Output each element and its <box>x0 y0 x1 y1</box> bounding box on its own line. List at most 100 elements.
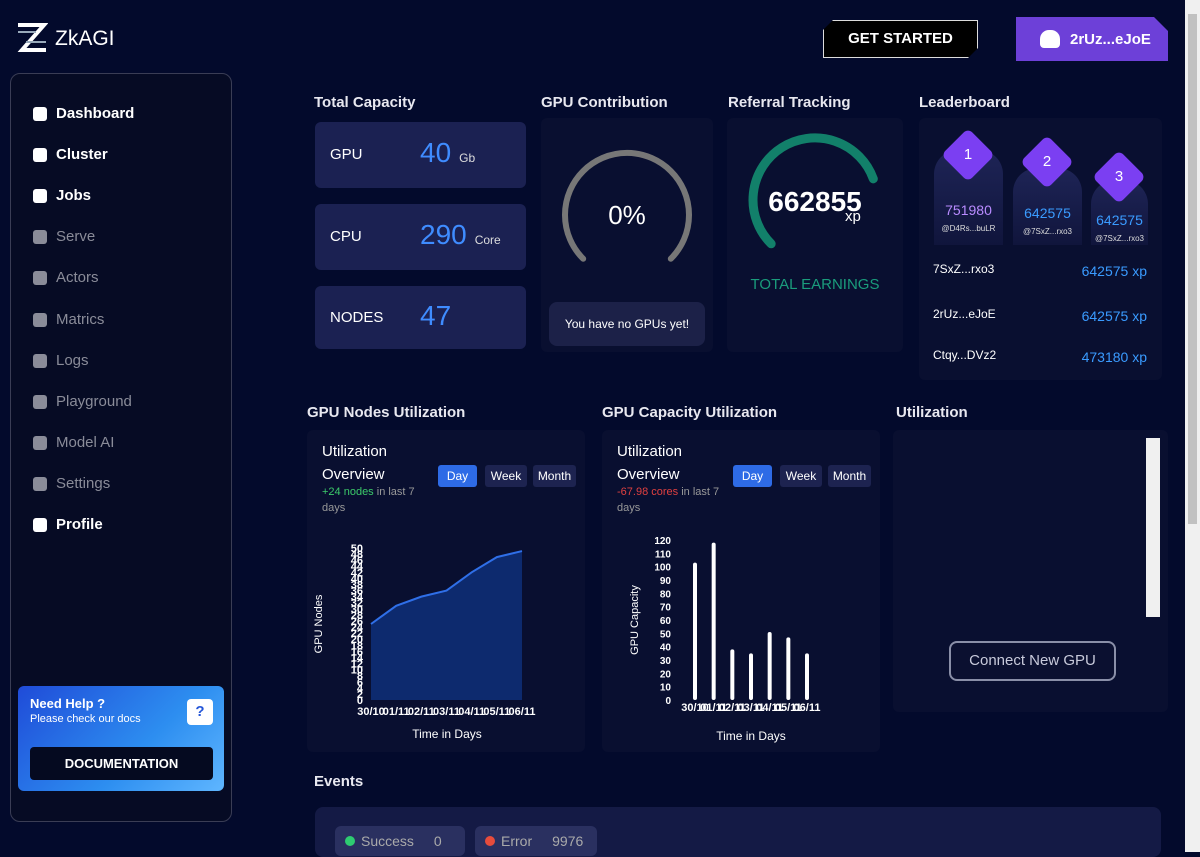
y-tick-label: 80 <box>660 589 672 600</box>
bar <box>693 562 697 700</box>
y-tick-label: 50 <box>660 629 672 640</box>
chip-count: 9976 <box>552 833 584 849</box>
rank-number: 3 <box>1114 168 1124 185</box>
x-axis-label: Time in Days <box>716 729 786 743</box>
y-tick-label: 10 <box>351 665 363 677</box>
y-axis-label: GPU Nodes <box>313 594 325 653</box>
help-icon[interactable]: ? <box>187 699 213 725</box>
event-chip[interactable]: Success 0 <box>335 826 465 856</box>
wallet-icon <box>1040 30 1060 48</box>
help-text: Please check our docs <box>30 713 141 725</box>
status-dot <box>345 836 355 846</box>
y-tick-label: 38 <box>351 579 363 591</box>
get-started-button[interactable]: GET STARTED <box>823 20 978 58</box>
documentation-button[interactable]: DOCUMENTATION <box>30 747 213 780</box>
nav-item[interactable]: Model AI <box>33 434 114 451</box>
x-tick-label: 30/10 <box>357 706 385 718</box>
nav-item[interactable]: Serve <box>33 228 95 245</box>
podium-user: @7SxZ...rxo3 <box>1094 234 1145 243</box>
y-tick-label: 46 <box>351 555 363 567</box>
scrollbar[interactable] <box>1146 438 1160 617</box>
wallet-address: 2rUz...eJoE <box>1070 30 1151 48</box>
page-scrollbar[interactable] <box>1185 0 1200 852</box>
x-tick-label: 30/10 <box>681 702 709 714</box>
line <box>370 550 523 625</box>
change-value: -67.98 cores <box>617 486 679 498</box>
nav-item[interactable]: Profile <box>33 516 103 533</box>
y-tick-label: 32 <box>351 598 363 610</box>
leader-name: 7SxZ...rxo3 <box>933 262 995 276</box>
y-tick-label: 44 <box>351 561 364 573</box>
leader-score: 642575 xp <box>1081 308 1147 324</box>
referral-gauge <box>748 133 878 249</box>
y-tick-label: 22 <box>351 628 363 640</box>
capacity-label: NODES <box>330 308 384 326</box>
panel-heading: Utilization Overview <box>617 443 683 483</box>
leader-score: 642575 xp <box>1081 263 1147 279</box>
scroll-thumb[interactable] <box>1188 14 1197 524</box>
tab[interactable]: Month <box>828 465 871 487</box>
nav-item[interactable]: Logs <box>33 352 89 369</box>
tab[interactable]: Week <box>485 465 527 487</box>
y-tick-label: 6 <box>357 677 363 689</box>
y-tick-label: 42 <box>351 567 363 579</box>
y-tick-label: 48 <box>351 549 363 561</box>
nav-item[interactable]: Matrics <box>33 311 104 328</box>
y-tick-label: 60 <box>660 616 672 627</box>
capacity-number: 40 <box>420 137 452 168</box>
bar <box>730 649 735 700</box>
y-tick-label: 34 <box>351 592 364 604</box>
nav-item[interactable]: Cluster <box>33 146 108 163</box>
tab[interactable]: Day <box>438 465 477 487</box>
capacity-box: GPU 40 Gb <box>315 122 526 188</box>
capacity-label: GPU <box>330 146 363 163</box>
chip-count: 0 <box>433 833 442 849</box>
nav-item[interactable]: Dashboard <box>33 105 134 122</box>
nav-label: Settings <box>56 475 111 492</box>
nav-item[interactable]: Playground <box>33 393 132 410</box>
tab[interactable]: Week <box>780 465 822 487</box>
referral-caption: TOTAL EARNINGS <box>750 276 880 293</box>
gpu-percent: 0% <box>608 200 646 230</box>
y-tick-label: 30 <box>660 656 672 667</box>
y-tick-label: 90 <box>660 576 672 587</box>
podium-score: 751980 <box>945 202 992 218</box>
x-tick-label: 02/11 <box>719 702 746 714</box>
bar <box>749 653 753 700</box>
rank-number: 2 <box>1042 153 1052 170</box>
nav-label: Jobs <box>56 187 92 204</box>
leader-name: 2rUz...eJoE <box>933 307 996 321</box>
nav-icon <box>33 476 47 491</box>
nav-label: Profile <box>56 516 103 533</box>
gpu-message: You have no GPUs yet! <box>549 302 705 346</box>
tab[interactable]: Day <box>733 465 772 487</box>
nav-item[interactable]: Actors <box>33 269 99 286</box>
nav-label: Serve <box>56 228 96 245</box>
nav-item[interactable]: Settings <box>33 475 110 492</box>
capacity-value: 40 Gb <box>420 137 475 169</box>
chart: 0246810121416182022242628303234363840424… <box>313 543 536 741</box>
bar <box>786 637 791 700</box>
connect-gpu-button[interactable]: Connect New GPU <box>949 641 1116 681</box>
y-tick-label: 40 <box>351 573 363 585</box>
nav-icon <box>33 270 47 285</box>
tab[interactable]: Month <box>533 465 576 487</box>
capacity-unit: Gb <box>459 151 476 165</box>
x-tick-label: 06/11 <box>509 706 536 718</box>
wallet-button[interactable]: 2rUz...eJoE <box>1016 17 1168 61</box>
y-tick-label: 20 <box>351 634 363 646</box>
x-tick-label: 03/11 <box>433 706 460 718</box>
section-title: Referral Tracking <box>728 94 851 111</box>
y-tick-label: 28 <box>351 610 363 622</box>
event-chip[interactable]: Error 9976 <box>475 826 597 856</box>
nav-item[interactable]: Jobs <box>33 187 91 204</box>
logo-text: ZkAGI <box>55 27 115 50</box>
chart: 0 10 20 30 40 50 60 70 80 90 100 110 120 30/1001/1102… <box>629 536 821 743</box>
help-box: Need Help ? Please check our docs ? DOCU… <box>18 686 224 791</box>
x-tick-label: 06/11 <box>794 702 821 714</box>
change-value: +24 nodes <box>322 486 374 498</box>
logo-icon <box>17 23 48 52</box>
nav-label: Dashboard <box>56 105 135 122</box>
y-tick-label: 4 <box>357 683 364 695</box>
referral-unit: xp <box>845 208 861 225</box>
